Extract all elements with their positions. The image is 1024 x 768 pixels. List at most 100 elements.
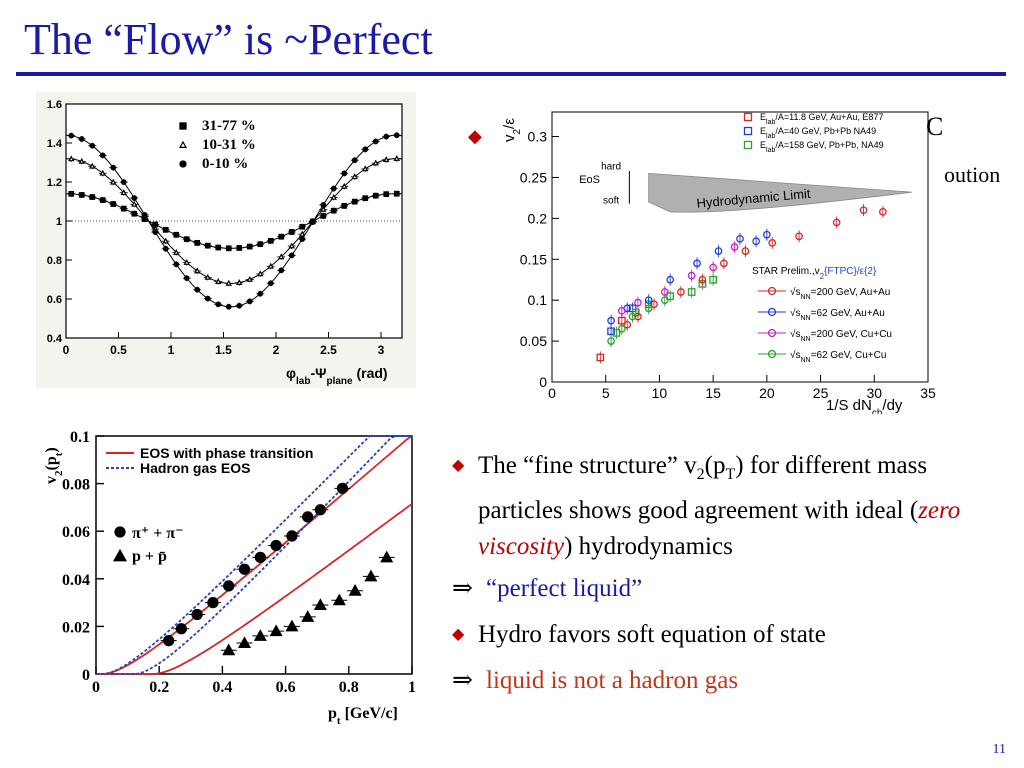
legend-marker: [179, 160, 187, 168]
implies-arrow-icon: ⇒: [452, 667, 473, 694]
data-point: [644, 304, 653, 313]
implies-arrow-icon: ⇒: [452, 575, 473, 602]
data-point: [246, 243, 253, 250]
legend-label: Elab/A=158 GeV, Pb+Pb, NA49: [760, 140, 884, 154]
bullet-4: ⇒ liquid is not a hadron gas: [452, 663, 1012, 699]
data-point: [299, 230, 306, 237]
data-point: [78, 136, 85, 142]
partial-text-1: C: [926, 112, 944, 141]
data-point: [191, 608, 203, 621]
data-point: [257, 290, 264, 297]
data-point: [120, 189, 127, 196]
x-tick-label: 0.2: [149, 679, 169, 696]
legend-label: p + p̄: [132, 548, 167, 565]
data-point: [68, 155, 75, 162]
legend-label: 31-77 %: [202, 118, 256, 134]
bullet-diamond-icon: ◆: [452, 457, 465, 474]
data-point: [687, 288, 696, 296]
data-point: [89, 162, 96, 169]
data-point: [607, 337, 615, 345]
data-point: [660, 296, 669, 305]
data-point: [709, 263, 717, 272]
data-point: [596, 353, 605, 362]
y-tick-label: 0.8: [47, 255, 62, 267]
data-point: [607, 316, 615, 325]
data-point: [383, 191, 390, 198]
data-point: [194, 267, 201, 274]
x-tick-label: 0.5: [110, 343, 127, 357]
data-point: [677, 288, 685, 296]
data-point: [163, 635, 175, 647]
data-point: [223, 580, 235, 592]
data-point: [309, 219, 316, 225]
y-axis-label: v2(pt): [43, 447, 65, 484]
data-point: [666, 275, 675, 284]
eos-soft-label: soft: [603, 196, 619, 207]
data-point: [225, 303, 232, 310]
data-point: [372, 159, 379, 166]
data-point: [320, 213, 327, 219]
data-point: [162, 226, 169, 233]
x-tick-label: 0.6: [276, 679, 296, 696]
data-point: [238, 636, 252, 649]
data-point: [131, 210, 138, 217]
bullet-diamond-icon: ◆: [468, 126, 482, 146]
data-point: [752, 237, 760, 246]
azimuthal-chart-svg: 0 0.5 1 1.5 2 2.5 3 0.4 0.6 0.8 1 1.2 1.4 1.6 31-77 % 1…: [47, 99, 403, 387]
bullet-list: ◆ The “fine structure” v2(pT) for differ…: [452, 448, 1012, 699]
hydro-limit-band: [648, 172, 912, 213]
data-point: [207, 596, 219, 609]
bullet-4-text: liquid is not a hadron gas: [486, 667, 739, 694]
data-point: [246, 298, 253, 305]
data-point: [222, 643, 236, 656]
legend-label: √sNN=62 GeV, Au+Au: [790, 307, 885, 322]
x-axis-label: 1/S dNch/dy: [826, 397, 903, 414]
data-point: [215, 278, 222, 284]
x-tick-label: 1: [168, 343, 175, 357]
data-point: [286, 530, 298, 542]
data-point: [372, 138, 379, 145]
legend-marker: [767, 286, 777, 296]
data-point: [628, 312, 637, 321]
legend-label: EOS with phase transition: [140, 445, 313, 461]
data-point: [634, 312, 642, 321]
slide-title: The “Flow” is ~Perfect: [24, 15, 433, 64]
v2-pt-chart: 0 0.2 0.4 0.6 0.8 1 0 0.02 0.04 0.06 0.08 0.1 EOS wi…: [36, 426, 420, 724]
x-tick-label: 20: [759, 385, 775, 401]
plot-frame: [95, 435, 413, 675]
data-point: [68, 190, 75, 197]
data-point: [99, 197, 106, 203]
data-point: [330, 207, 337, 214]
data-point: [741, 247, 750, 255]
bullet-2-text: “perfect liquid”: [486, 575, 643, 602]
data-point: [152, 229, 159, 235]
data-point: [362, 165, 369, 172]
y-axis-label: v2/ε: [501, 118, 523, 142]
data-point: [313, 598, 327, 610]
legend-marker: [743, 140, 753, 150]
x-tick-label: 1.5: [215, 343, 232, 357]
data-point: [302, 511, 314, 523]
y-tick-label: 0.3: [528, 129, 548, 145]
legend-marker: [114, 526, 126, 538]
x-tick-label: 3: [378, 343, 385, 357]
data-point: [254, 551, 266, 564]
data-point: [99, 152, 106, 159]
data-point: [173, 249, 180, 255]
legend-marker: [743, 112, 753, 122]
y-tick-label: 0.04: [62, 572, 90, 589]
data-point: [372, 192, 379, 199]
data-point: [336, 482, 349, 495]
data-point: [215, 301, 222, 308]
data-point: [720, 259, 728, 268]
data-point: [78, 157, 85, 164]
data-point: [120, 179, 127, 185]
legend-label: Elab/A=40 GeV, Pb+Pb NA49: [760, 126, 876, 140]
data-point: [341, 182, 348, 189]
data-point: [341, 170, 348, 177]
y-tick-label: 1: [56, 216, 62, 228]
data-point: [288, 229, 295, 235]
data-point: [110, 201, 117, 207]
data-point: [215, 244, 222, 251]
data-point: [348, 583, 362, 596]
